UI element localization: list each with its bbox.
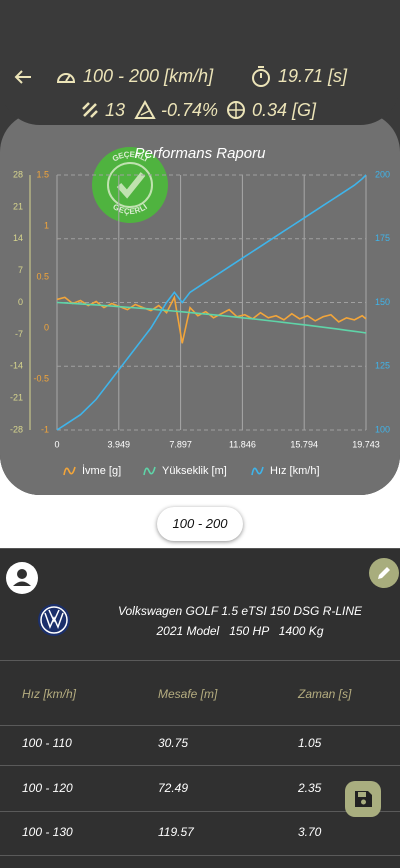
series-line xyxy=(56,301,367,334)
y3-tick-label: -7 xyxy=(15,329,23,339)
vehicle-details: 2021 Model 150 HP 1400 Kg xyxy=(156,624,324,638)
separator xyxy=(0,855,400,856)
g-force: 0.34 [G] xyxy=(252,100,317,120)
table-cell: 30.75 xyxy=(158,736,189,750)
edit-button[interactable] xyxy=(368,557,400,589)
table-cell: 1.05 xyxy=(298,736,322,750)
legend-label: Yükseklik [m] xyxy=(162,465,227,477)
table-cell: 119.57 xyxy=(158,825,194,839)
chart: GEÇERLİ GEÇERLİ Performans Raporu 0 3.949… xyxy=(10,145,390,477)
x-tick-label: 19.743 xyxy=(352,439,380,449)
chart-title: Performans Raporu xyxy=(135,145,267,162)
x-tick-label: 0 xyxy=(54,439,59,449)
time: 19.71 [s] xyxy=(278,66,348,86)
y3-tick-label: -28 xyxy=(10,424,23,434)
table-header: Zaman [s] xyxy=(298,687,352,701)
y2-tick-label: 100 xyxy=(375,424,390,434)
stamp: GEÇERLİ GEÇERLİ xyxy=(92,147,168,223)
separator xyxy=(0,765,400,766)
separator xyxy=(0,725,400,726)
legend-icon xyxy=(251,466,264,476)
y-tick-label: 1.5 xyxy=(36,169,49,179)
table-header: Hız [km/h] xyxy=(22,687,77,701)
y-tick-label: -1 xyxy=(41,424,49,434)
table-cell: 100 - 120 xyxy=(22,781,73,795)
slope-icon xyxy=(134,99,156,119)
x-tick-label: 7.897 xyxy=(169,439,192,449)
legend-label: İvme [g] xyxy=(82,464,121,477)
y2-tick-label: 125 xyxy=(375,361,390,371)
speed-range: 100 - 200 [km/h] xyxy=(83,66,214,86)
table-cell: 2.35 xyxy=(298,781,322,795)
range-button[interactable]: 100 - 200 xyxy=(157,507,243,541)
table-cell: 72.49 xyxy=(158,781,189,795)
save-button[interactable] xyxy=(345,781,381,817)
brand-logo xyxy=(38,604,70,636)
y2-tick-label: 150 xyxy=(375,297,390,307)
x-tick-label: 3.949 xyxy=(108,439,131,449)
x-tick-label: 11.846 xyxy=(229,439,256,449)
y2-tick-label: 200 xyxy=(375,169,390,179)
separator xyxy=(0,660,400,661)
satellite-icon xyxy=(82,102,98,118)
satellites: 13 xyxy=(105,100,126,120)
table-cell: 100 - 130 xyxy=(22,825,73,839)
series-line xyxy=(56,174,367,431)
separator xyxy=(0,811,400,812)
slope: -0.74% xyxy=(161,100,219,120)
x-tick-label: 15.794 xyxy=(290,439,318,449)
table-header: Mesafe [m] xyxy=(158,687,218,701)
y3-tick-label: 28 xyxy=(13,169,23,179)
stamp-text: GEÇERLİ xyxy=(111,202,149,216)
y-tick-label: 0.5 xyxy=(36,271,49,281)
y3-tick-label: 14 xyxy=(13,233,23,243)
timer-icon xyxy=(252,66,270,87)
y-tick-label: 0 xyxy=(44,322,49,332)
legend-icon xyxy=(63,466,76,476)
stamp-label: GEÇERLİ xyxy=(111,150,150,164)
speed-icon xyxy=(56,73,76,83)
y3-tick-label: 0 xyxy=(18,297,23,307)
legend-label: Hız [km/h] xyxy=(270,465,320,477)
series-line xyxy=(56,294,367,344)
g-force-icon xyxy=(227,101,245,119)
legend-icon xyxy=(143,466,156,476)
profile-icon[interactable] xyxy=(5,561,39,595)
y3-tick-label: -14 xyxy=(10,361,23,371)
y2-tick-label: 175 xyxy=(375,233,390,243)
y3-tick-label: -21 xyxy=(10,393,23,403)
y-tick-label: 1 xyxy=(44,220,49,230)
y3-tick-label: 21 xyxy=(13,201,23,211)
y3-tick-label: 7 xyxy=(18,265,23,275)
details-panel: Volkswagen GOLF 1.5 eTSI 150 DSG R-LINE … xyxy=(0,548,400,868)
header: 100 - 200 [km/h] 19.71 [s] 13 -0.74% 0.3… xyxy=(0,0,400,125)
stamp-label: GEÇERLİ xyxy=(111,202,149,216)
y-tick-label: -0.5 xyxy=(33,373,49,383)
table-cell: 100 - 110 xyxy=(22,736,72,750)
stamp-text: GEÇERLİ xyxy=(111,150,150,164)
table-cell: 3.70 xyxy=(298,825,322,839)
vehicle-name: Volkswagen GOLF 1.5 eTSI 150 DSG R-LINE xyxy=(117,604,363,618)
back-button[interactable] xyxy=(12,66,34,88)
